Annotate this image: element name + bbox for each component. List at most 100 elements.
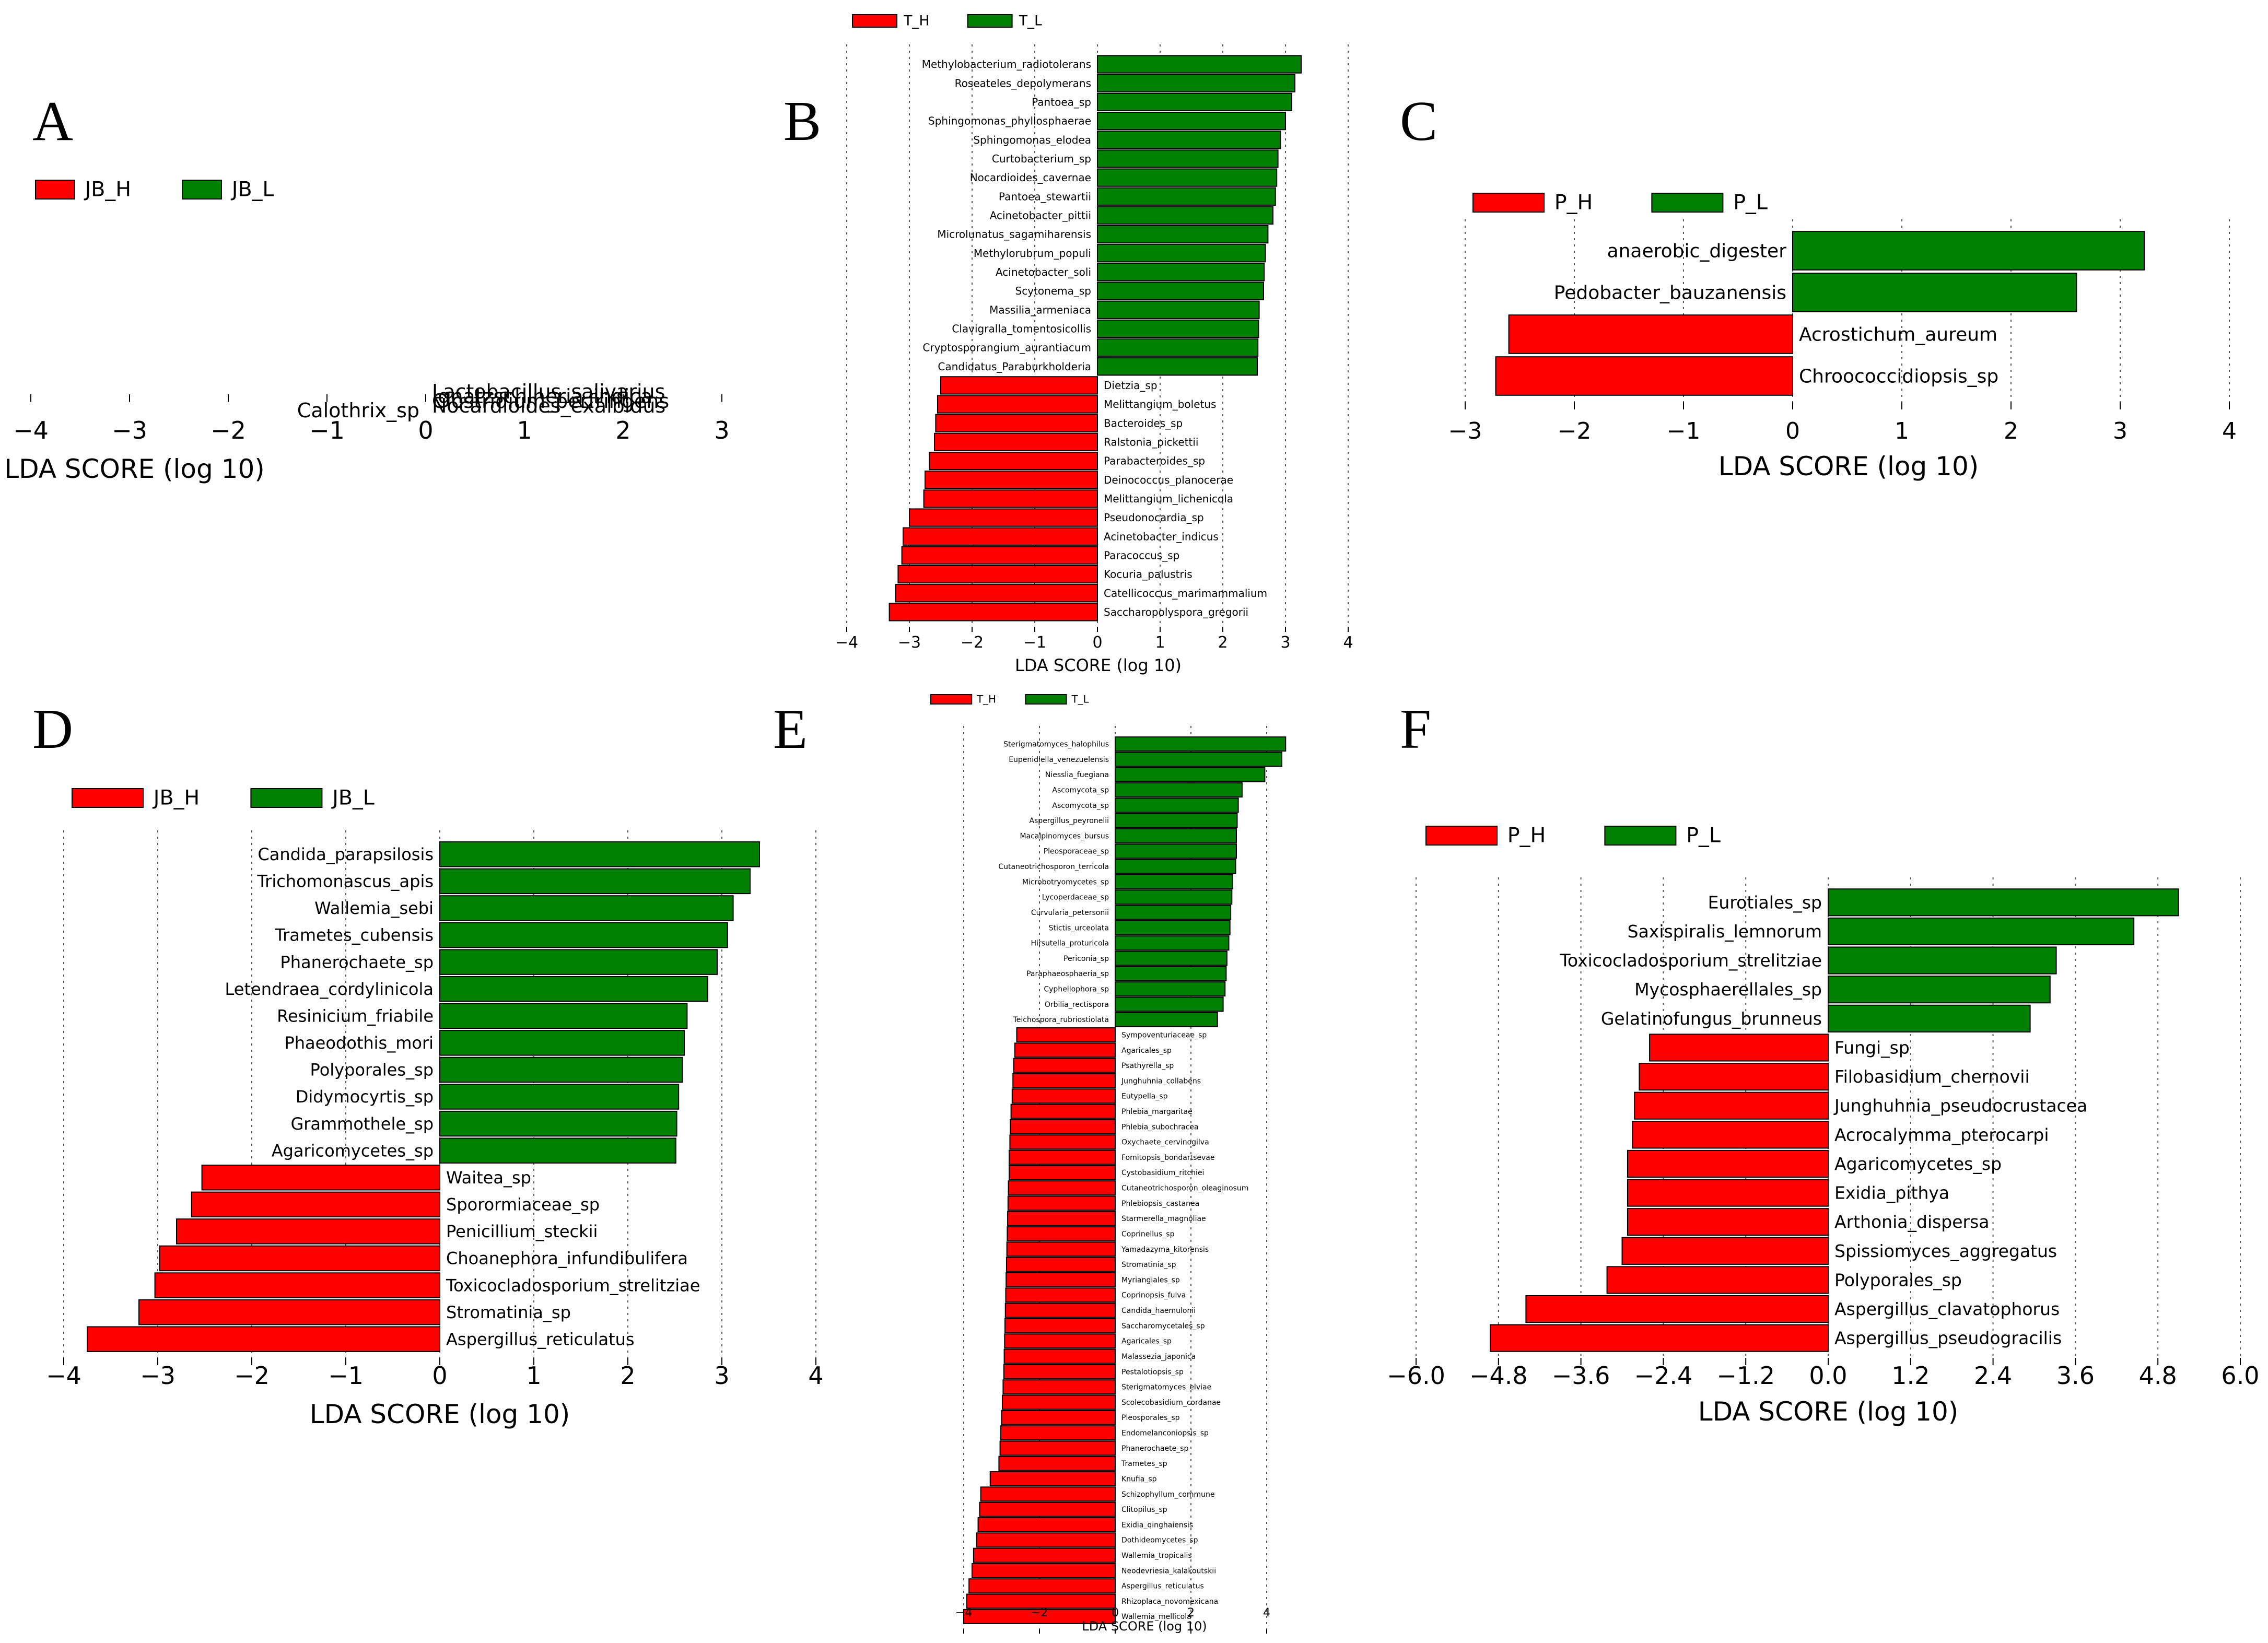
- bar-label: Melittangium_boletus: [1104, 398, 1216, 410]
- bar-high: [897, 565, 1098, 584]
- bar-high: [980, 1486, 1116, 1502]
- bar-label: Resinicium_friabile: [277, 1006, 434, 1026]
- panel-letter: E: [773, 698, 808, 760]
- tick-label: −4: [835, 633, 858, 652]
- bar-label: Agaricomycetes_sp: [272, 1141, 434, 1160]
- legend-swatch-low: [1604, 826, 1677, 846]
- bar-label: Roseateles_depolymerans: [955, 77, 1091, 89]
- tick-label: 4: [1263, 1606, 1270, 1619]
- bars: Calothrix_sp Nocardioides_exalbidusClostr…: [297, 380, 669, 422]
- bar-high: [1014, 1042, 1116, 1058]
- bar-low: [439, 1084, 680, 1110]
- tick-label: −2.4: [1634, 1362, 1693, 1390]
- bar-low: [1792, 273, 2077, 312]
- x-axis-label: LDA SCORE (log 10): [1698, 1396, 1959, 1427]
- x-axis: −6.0 −4.8 −3.6 −2.4 −1.2 0.0 1.2 2.4 3.6 4.8 6.0 LD…: [1387, 1358, 2260, 1427]
- bars: Methylobacterium_radiotolerans Roseateles…: [889, 55, 1302, 621]
- tick-label: 4: [808, 1362, 823, 1390]
- tick-label: −1.2: [1716, 1362, 1775, 1390]
- bar-label: Periconia_sp: [1063, 955, 1109, 963]
- tick-label: −4: [46, 1362, 81, 1390]
- bar-low: [439, 922, 728, 948]
- legend: JB_H JB_L: [35, 178, 274, 202]
- bar-low: [1828, 1004, 2031, 1032]
- bar-high: [1006, 1241, 1116, 1257]
- panel-d: D JB_H JB_L Candida_parapsilosis Trichomonas…: [32, 698, 824, 1429]
- bar-low: [1115, 981, 1226, 997]
- tick-label: 3.6: [2056, 1362, 2095, 1390]
- tick-label: −3: [140, 1362, 176, 1390]
- bar-high: [1525, 1295, 1829, 1323]
- bar-label: Macalpinomyces_bursus: [1020, 832, 1109, 840]
- bar-high: [1009, 1165, 1116, 1180]
- bar-label: Aspergillus_reticulatus: [1121, 1582, 1204, 1591]
- bar-label: Trametes_cubensis: [274, 925, 434, 945]
- bar-label: Phlebiopsis_castanea: [1121, 1200, 1199, 1208]
- bar-low: [1115, 966, 1227, 981]
- bars: Candida_parapsilosis Trichomonascus_apis W…: [87, 841, 760, 1352]
- tick-label: −3: [112, 416, 147, 444]
- x-axis: −4 −3 −2 −1 0 1 2 3 4 LDA SCORE (log 10): [46, 1358, 824, 1429]
- bar-label: Dietzia_sp: [1104, 379, 1158, 392]
- tick-label: −2: [234, 1362, 270, 1390]
- bar-high: [1010, 1119, 1116, 1134]
- bar-low: [1097, 225, 1269, 244]
- legend-label-low: P_L: [1686, 824, 1721, 848]
- bar-low: [1097, 187, 1276, 206]
- bar-label: Gelatinofungus_brunneus: [1601, 1008, 1822, 1029]
- bar-high: [1006, 1257, 1116, 1272]
- x-axis: −3 −2 −1 0 1 2 3 4 LDA SCORE (log 10): [1448, 402, 2237, 482]
- tick-label: 0: [1112, 1606, 1119, 1619]
- bar-label: Pseudonocardia_sp: [1104, 511, 1204, 524]
- bars: anaerobic_digester Pedobacter_bauzanensis…: [1495, 231, 2145, 396]
- bar-high: [1649, 1034, 1829, 1062]
- tick-label: 4: [1343, 633, 1353, 652]
- bar-high: [138, 1299, 440, 1325]
- bar-label: Sphingomonas_phyllosphaerae: [928, 115, 1091, 127]
- x-axis-label: LDA SCORE (log 10): [310, 1399, 570, 1429]
- bar-low: [1097, 168, 1278, 187]
- bar-high: [1004, 1333, 1116, 1349]
- legend-swatch-low: [1651, 193, 1724, 213]
- bar-label: Pedobacter_bauzanensis: [1554, 283, 1786, 304]
- tick-label: 1: [517, 416, 532, 444]
- bar-low: [1115, 950, 1227, 966]
- bar-high: [1490, 1324, 1829, 1352]
- bar-low: [439, 841, 760, 867]
- bar-label: Polyporales_sp: [310, 1060, 434, 1080]
- bar-low: [439, 949, 718, 975]
- bar-low: [1097, 357, 1258, 376]
- x-axis-label: LDA SCORE (log 10): [4, 454, 265, 484]
- bar-label: Candida_parapsilosis: [258, 844, 434, 864]
- bar-label: anaerobic_digester: [1607, 241, 1787, 262]
- bar-high: [971, 1563, 1116, 1578]
- bar-label: Pleosporales_sp: [1121, 1414, 1180, 1422]
- legend-label-high: P_H: [1554, 191, 1593, 215]
- bar-label: Choanephora_infundibulifera: [446, 1249, 688, 1269]
- bar-high: [929, 451, 1098, 471]
- bar-low: [1828, 976, 2051, 1004]
- bar-label: Sympoventuriaceae_sp: [1121, 1031, 1207, 1039]
- bar-label: Phanerochaete_sp: [280, 952, 434, 972]
- bar-low: [1115, 813, 1238, 828]
- bar-low: [1097, 92, 1292, 112]
- bar-label: Ralstonia_pickettii: [1104, 436, 1198, 448]
- bar-low: [1115, 920, 1231, 935]
- bar-high: [1011, 1088, 1116, 1104]
- legend-label-low: JB_L: [230, 178, 274, 202]
- tick-label: 3: [714, 1362, 729, 1390]
- bar-low: [439, 1057, 683, 1083]
- bar-label: Saccharopolyspora_gregorii: [1104, 606, 1248, 618]
- bar-label: Exidia_qinghaiensis: [1121, 1521, 1193, 1529]
- legend-swatch-low: [182, 180, 223, 199]
- bar-high: [1009, 1134, 1116, 1150]
- bar-label: Parabacteroides_sp: [1104, 455, 1205, 467]
- bar-high: [925, 471, 1098, 489]
- legend-swatch-high: [1472, 193, 1545, 213]
- bar-high: [191, 1191, 440, 1218]
- bar-high: [1008, 1180, 1116, 1196]
- bar-low: [1115, 752, 1282, 767]
- bar-label: Calothrix_sp: [297, 399, 419, 422]
- bar-label: Wallemia_sebi: [314, 898, 434, 918]
